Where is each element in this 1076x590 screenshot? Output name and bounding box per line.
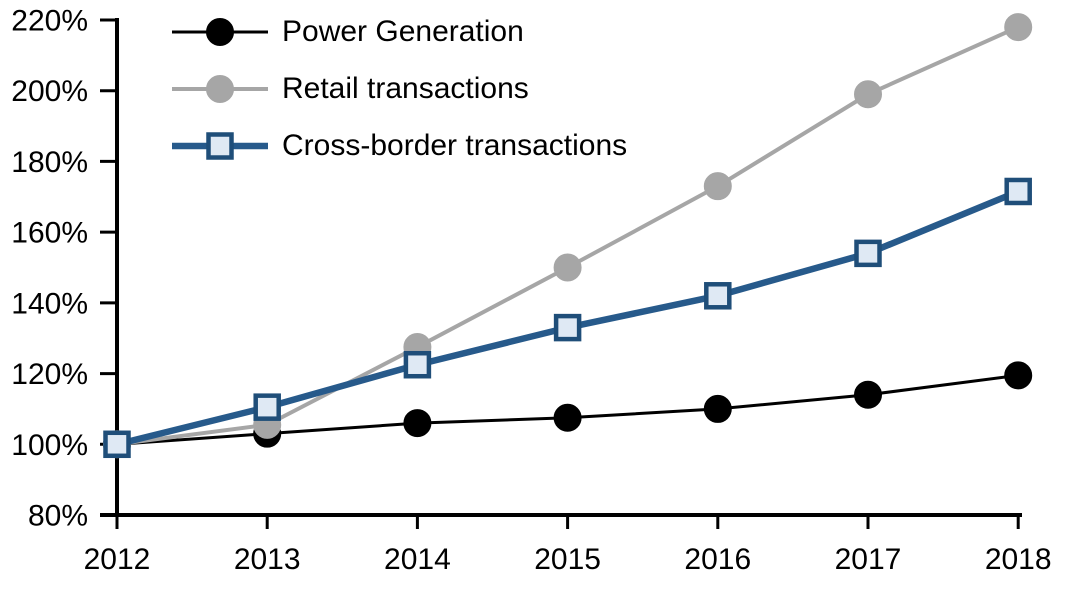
y-tick-label: 100% [11, 429, 88, 462]
series-cross-border-transactions [103, 177, 1032, 459]
legend-sample-marker [206, 17, 234, 46]
x-tick-label: 2018 [985, 543, 1052, 576]
marker-retail-transactions-2018 [1004, 13, 1033, 42]
marker-power-generation-2017 [854, 380, 882, 409]
legend-label-cross-border-transactions: Cross-border transactions [282, 128, 628, 162]
legend-label-power-generation: Power Generation [282, 14, 524, 48]
series-power-generation [103, 361, 1033, 459]
y-tick-label: 80% [28, 500, 88, 533]
y-tick-label: 180% [11, 146, 88, 179]
marker-cross-border-transactions-2016 [704, 282, 732, 310]
marker-cross-border-transactions-2017 [854, 239, 882, 268]
marker-retail-transactions-2016 [703, 172, 732, 201]
x-tick-label: 2015 [534, 543, 601, 576]
x-tick-label: 2016 [684, 543, 751, 576]
series-retail-transactions [103, 13, 1033, 459]
marker-power-generation-2016 [703, 394, 732, 423]
marker-retail-transactions-2017 [854, 80, 882, 109]
legend-sample-marker [206, 74, 234, 103]
marker-cross-border-transactions-2015 [553, 313, 582, 342]
y-tick-label: 140% [11, 287, 88, 320]
x-tick-label: 2014 [384, 543, 451, 576]
legend-sample-retail-transactions-icon [172, 74, 268, 103]
x-tick-label: 2013 [234, 543, 301, 576]
y-tick-label: 200% [11, 75, 88, 108]
legend-item-power-generation: Power Generation [170, 3, 627, 60]
legend-item-cross-border-transactions: Cross-border transactions [170, 117, 627, 174]
legend-sample-cross-border-transactions-icon [172, 131, 268, 160]
legend-item-retail-transactions: Retail transactions [170, 60, 627, 117]
marker-retail-transactions-2015 [553, 253, 582, 282]
marker-power-generation-2015 [553, 403, 582, 432]
marker-cross-border-transactions-2012 [103, 430, 131, 459]
marker-cross-border-transactions-2013 [253, 393, 281, 421]
legend-label-retail-transactions: Retail transactions [282, 71, 529, 105]
y-tick-label: 120% [11, 358, 88, 391]
marker-cross-border-transactions-2018 [1004, 177, 1032, 206]
x-tick-label: 2017 [835, 543, 902, 576]
y-tick-label: 220% [11, 5, 88, 38]
x-tick-label: 2012 [84, 543, 151, 576]
marker-power-generation-2014 [403, 409, 432, 438]
y-tick-label: 160% [11, 217, 88, 250]
marker-power-generation-2018 [1004, 361, 1033, 390]
legend: Power Generation Retail transactions Cro… [170, 3, 627, 174]
marker-cross-border-transactions-2014 [403, 350, 432, 379]
legend-sample-marker [206, 131, 234, 160]
legend-sample-power-generation-icon [172, 17, 268, 46]
